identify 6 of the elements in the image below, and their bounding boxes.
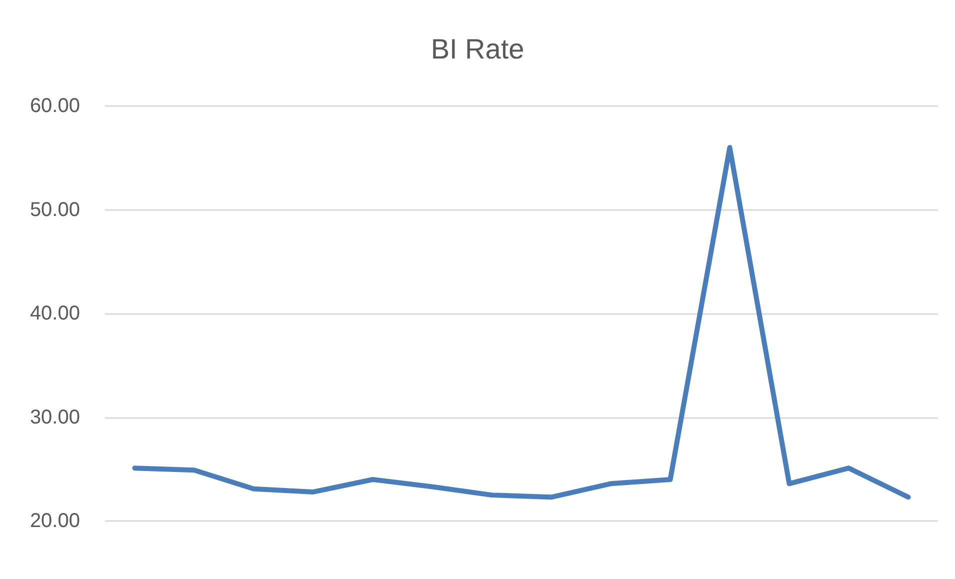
chart-title: BI Rate [430,34,524,64]
y-tick-label: 20.00 [30,510,80,532]
y-tick-label: 40.00 [30,302,80,324]
y-tick-label: 50.00 [30,198,80,221]
y-tick-label: 30.00 [30,406,80,428]
y-tick-label: 60.00 [30,95,80,117]
